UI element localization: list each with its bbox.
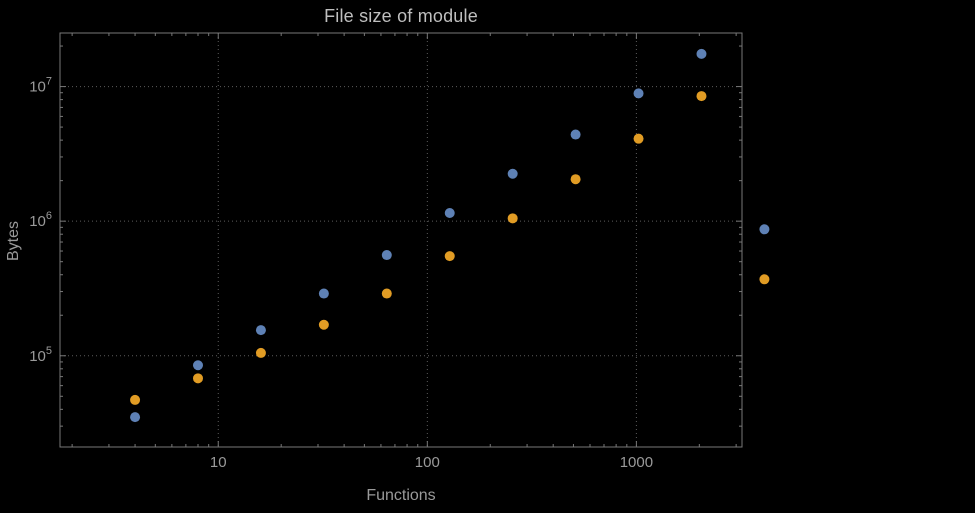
data-point-series-blue	[255, 325, 266, 336]
data-point-series-blue	[192, 360, 203, 371]
x-tick-label: 100	[415, 454, 440, 471]
data-point-series-orange	[507, 213, 518, 224]
data-point-series-orange	[130, 394, 141, 405]
data-point-series-orange	[381, 288, 392, 299]
data-point-series-orange	[192, 373, 203, 384]
data-point-series-blue	[130, 412, 141, 423]
data-point-series-orange	[444, 251, 455, 262]
x-axis-label: Functions	[366, 487, 436, 504]
y-tick-label: 105	[29, 345, 52, 365]
y-axis-label: Bytes	[5, 221, 22, 262]
y-tick-label: 107	[29, 76, 52, 96]
data-point-series-orange	[318, 319, 329, 330]
y-tick-label: 106	[29, 210, 52, 230]
data-point-series-blue	[696, 48, 707, 59]
plot-frame	[59, 32, 743, 448]
data-point-series-blue	[633, 88, 644, 99]
data-point-series-orange	[570, 174, 581, 185]
data-point-series-orange	[696, 91, 707, 102]
data-point-series-blue	[507, 168, 518, 179]
data-point-series-orange	[759, 274, 770, 285]
x-tick-label: 10	[210, 454, 227, 471]
data-point-series-blue	[318, 288, 329, 299]
data-point-series-blue	[570, 129, 581, 140]
data-point-series-orange	[633, 133, 644, 144]
data-point-series-blue	[759, 224, 770, 235]
data-point-series-blue	[444, 207, 455, 218]
data-point-series-orange	[255, 347, 266, 358]
data-point-series-blue	[381, 250, 392, 261]
chart-title: File size of module	[324, 6, 478, 26]
x-tick-label: 1000	[620, 454, 653, 471]
